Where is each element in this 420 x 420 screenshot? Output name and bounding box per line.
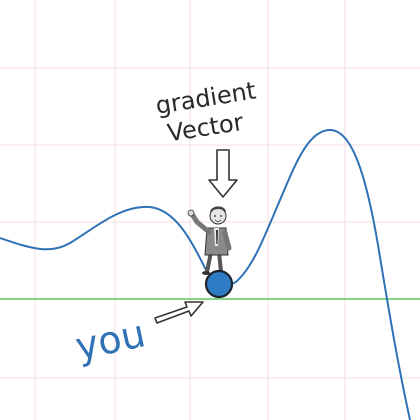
you-label: you	[72, 311, 149, 369]
down-arrow-icon	[208, 149, 238, 198]
ball-marker	[204, 269, 234, 299]
pointer-arrow-icon	[154, 301, 204, 324]
cartoon-man-icon	[187, 206, 232, 275]
gradient-vector-label: gradient Vector	[154, 76, 258, 147]
loss-curve	[0, 128, 411, 420]
